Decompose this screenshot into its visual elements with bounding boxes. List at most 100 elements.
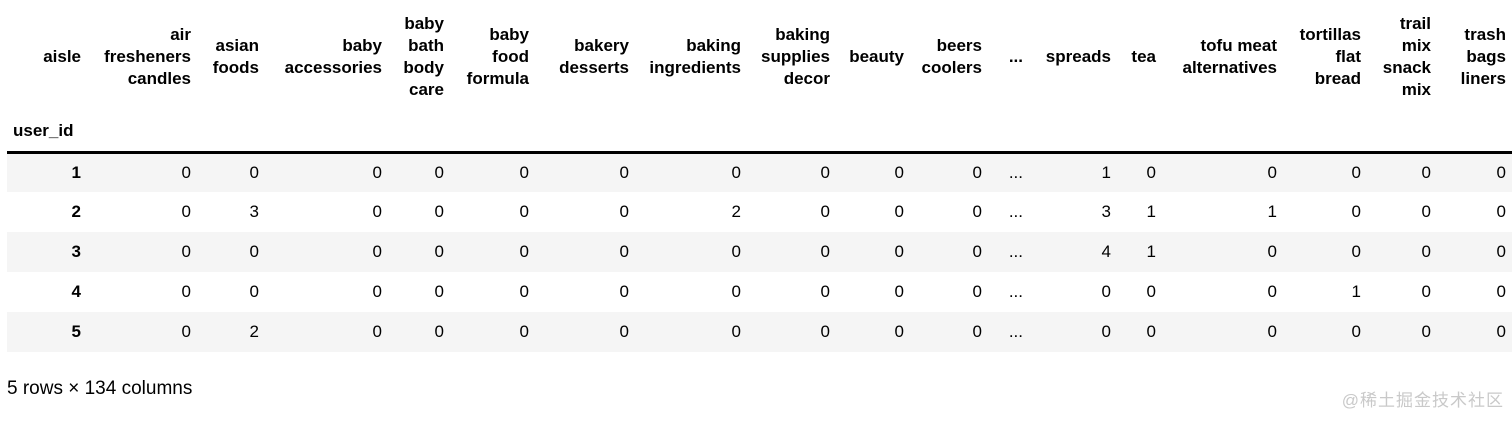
cell-value: 0	[894, 322, 904, 341]
column-header-ellipsis: ...	[1008, 47, 1023, 66]
cell-value: 0	[619, 282, 629, 301]
row-index: 4	[71, 282, 81, 301]
cell-value: 0	[372, 282, 382, 301]
cell-value: 0	[1146, 282, 1156, 301]
dataframe-body: 1 0 0 0 0 0 0 0 0 0 0... 1 0 0 0 0 0 2 0 3 0 0 0 0 2 0 0 0... 3 1 1 0 0 0…	[7, 152, 1512, 352]
cell-ellipsis: ...	[1008, 242, 1023, 261]
cell-value: 0	[619, 202, 629, 221]
table-row: 5 0 2 0 0 0 0 0 0 0 0... 0 0 0 0 0 0	[7, 312, 1512, 352]
cell-value: 0	[972, 282, 982, 301]
cell-value: 0	[434, 162, 444, 182]
cell-value: 0	[519, 242, 529, 261]
cell-value: 3	[1101, 202, 1111, 221]
index-name-row: user_id	[7, 112, 1512, 154]
cell-value: 0	[434, 282, 444, 301]
cell-value: 0	[372, 162, 382, 182]
cell-value: 1	[1351, 282, 1361, 301]
column-header: baking ingredients	[649, 36, 741, 77]
cell-value: 0	[249, 282, 259, 301]
cell-value: 0	[519, 282, 529, 301]
cell-value: 0	[820, 162, 830, 182]
cell-value: 0	[731, 322, 741, 341]
cell-value: 1	[1267, 202, 1277, 221]
cell-value: 0	[1267, 162, 1277, 182]
cell-value: 0	[894, 282, 904, 301]
cell-value: 0	[434, 202, 444, 221]
table-row: 2 0 3 0 0 0 0 2 0 0 0... 3 1 1 0 0 0	[7, 192, 1512, 232]
row-index: 1	[71, 162, 81, 182]
cell-value: 0	[434, 322, 444, 341]
column-header-row: aisle air fresheners candles asian foods b…	[7, 2, 1512, 112]
shape-caption: 5 rows × 134 columns	[7, 378, 193, 399]
row-index: 5	[71, 322, 81, 341]
cell-value: 0	[1267, 242, 1277, 261]
column-header: baby food formula	[466, 25, 529, 88]
cell-value: 0	[619, 242, 629, 261]
column-header: tofu meat alternatives	[1182, 36, 1278, 77]
index-name: user_id	[7, 112, 87, 154]
cell-value: 2	[731, 202, 741, 221]
cell-value: 0	[972, 242, 982, 261]
cell-value: 0	[519, 202, 529, 221]
cell-value: 0	[1496, 282, 1506, 301]
cell-value: 0	[1351, 162, 1361, 182]
cell-value: 0	[181, 322, 191, 341]
cell-value: 0	[1496, 162, 1506, 182]
cell-value: 0	[619, 322, 629, 341]
table-row: 3 0 0 0 0 0 0 0 0 0 0... 4 1 0 0 0 0	[7, 232, 1512, 272]
cell-value: 0	[1101, 322, 1111, 341]
cell-value: 0	[820, 202, 830, 221]
cell-value: 0	[249, 162, 259, 182]
cell-value: 1	[1101, 162, 1111, 182]
cell-value: 0	[519, 162, 529, 182]
cell-value: 0	[1351, 322, 1361, 341]
cell-value: 0	[1101, 282, 1111, 301]
cell-value: 0	[1267, 322, 1277, 341]
cell-value: 0	[1496, 242, 1506, 261]
cell-value: 2	[249, 322, 259, 341]
cell-value: 0	[894, 202, 904, 221]
table-row: 4 0 0 0 0 0 0 0 0 0 0... 0 0 0 1 0 0	[7, 272, 1512, 312]
cell-ellipsis: ...	[1008, 162, 1023, 182]
table-row: 1 0 0 0 0 0 0 0 0 0 0... 1 0 0 0 0 0	[7, 152, 1512, 192]
column-header: trail mix snack mix	[1382, 14, 1431, 99]
cell-value: 0	[1421, 242, 1431, 261]
cell-value: 0	[181, 282, 191, 301]
cell-value: 0	[820, 322, 830, 341]
cell-value: 0	[972, 162, 982, 182]
watermark: @稀土掘金技术社区	[1341, 391, 1504, 410]
column-header: baking supplies decor	[761, 25, 830, 88]
cell-ellipsis: ...	[1008, 282, 1023, 301]
cell-value: 0	[972, 322, 982, 341]
cell-value: 0	[249, 242, 259, 261]
cell-value: 1	[1146, 202, 1156, 221]
cell-value: 0	[372, 242, 382, 261]
cell-value: 0	[731, 162, 741, 182]
cell-value: 0	[820, 282, 830, 301]
cell-value: 0	[1496, 322, 1506, 341]
cell-value: 0	[972, 202, 982, 221]
cell-value: 0	[731, 282, 741, 301]
cell-ellipsis: ...	[1008, 202, 1023, 221]
column-header: baby accessories	[284, 36, 382, 77]
cell-value: 0	[1351, 242, 1361, 261]
cell-value: 0	[519, 322, 529, 341]
cell-value: 0	[372, 202, 382, 221]
cell-value: 0	[1421, 322, 1431, 341]
cell-value: 0	[731, 242, 741, 261]
column-header: tortillas flat bread	[1299, 25, 1361, 88]
cell-value: 4	[1101, 242, 1111, 261]
cell-value: 0	[372, 322, 382, 341]
cell-value: 3	[249, 202, 259, 221]
cell-value: 0	[1421, 202, 1431, 221]
column-header: trash bags liners	[1460, 25, 1506, 88]
column-header: spreads	[1045, 47, 1111, 66]
cell-value: 0	[619, 162, 629, 182]
cell-value: 0	[1421, 162, 1431, 182]
cell-value: 0	[1267, 282, 1277, 301]
cell-value: 0	[1496, 202, 1506, 221]
column-header: air fresheners candles	[104, 25, 191, 88]
cell-value: 0	[434, 242, 444, 261]
column-header: asian foods	[212, 36, 259, 77]
